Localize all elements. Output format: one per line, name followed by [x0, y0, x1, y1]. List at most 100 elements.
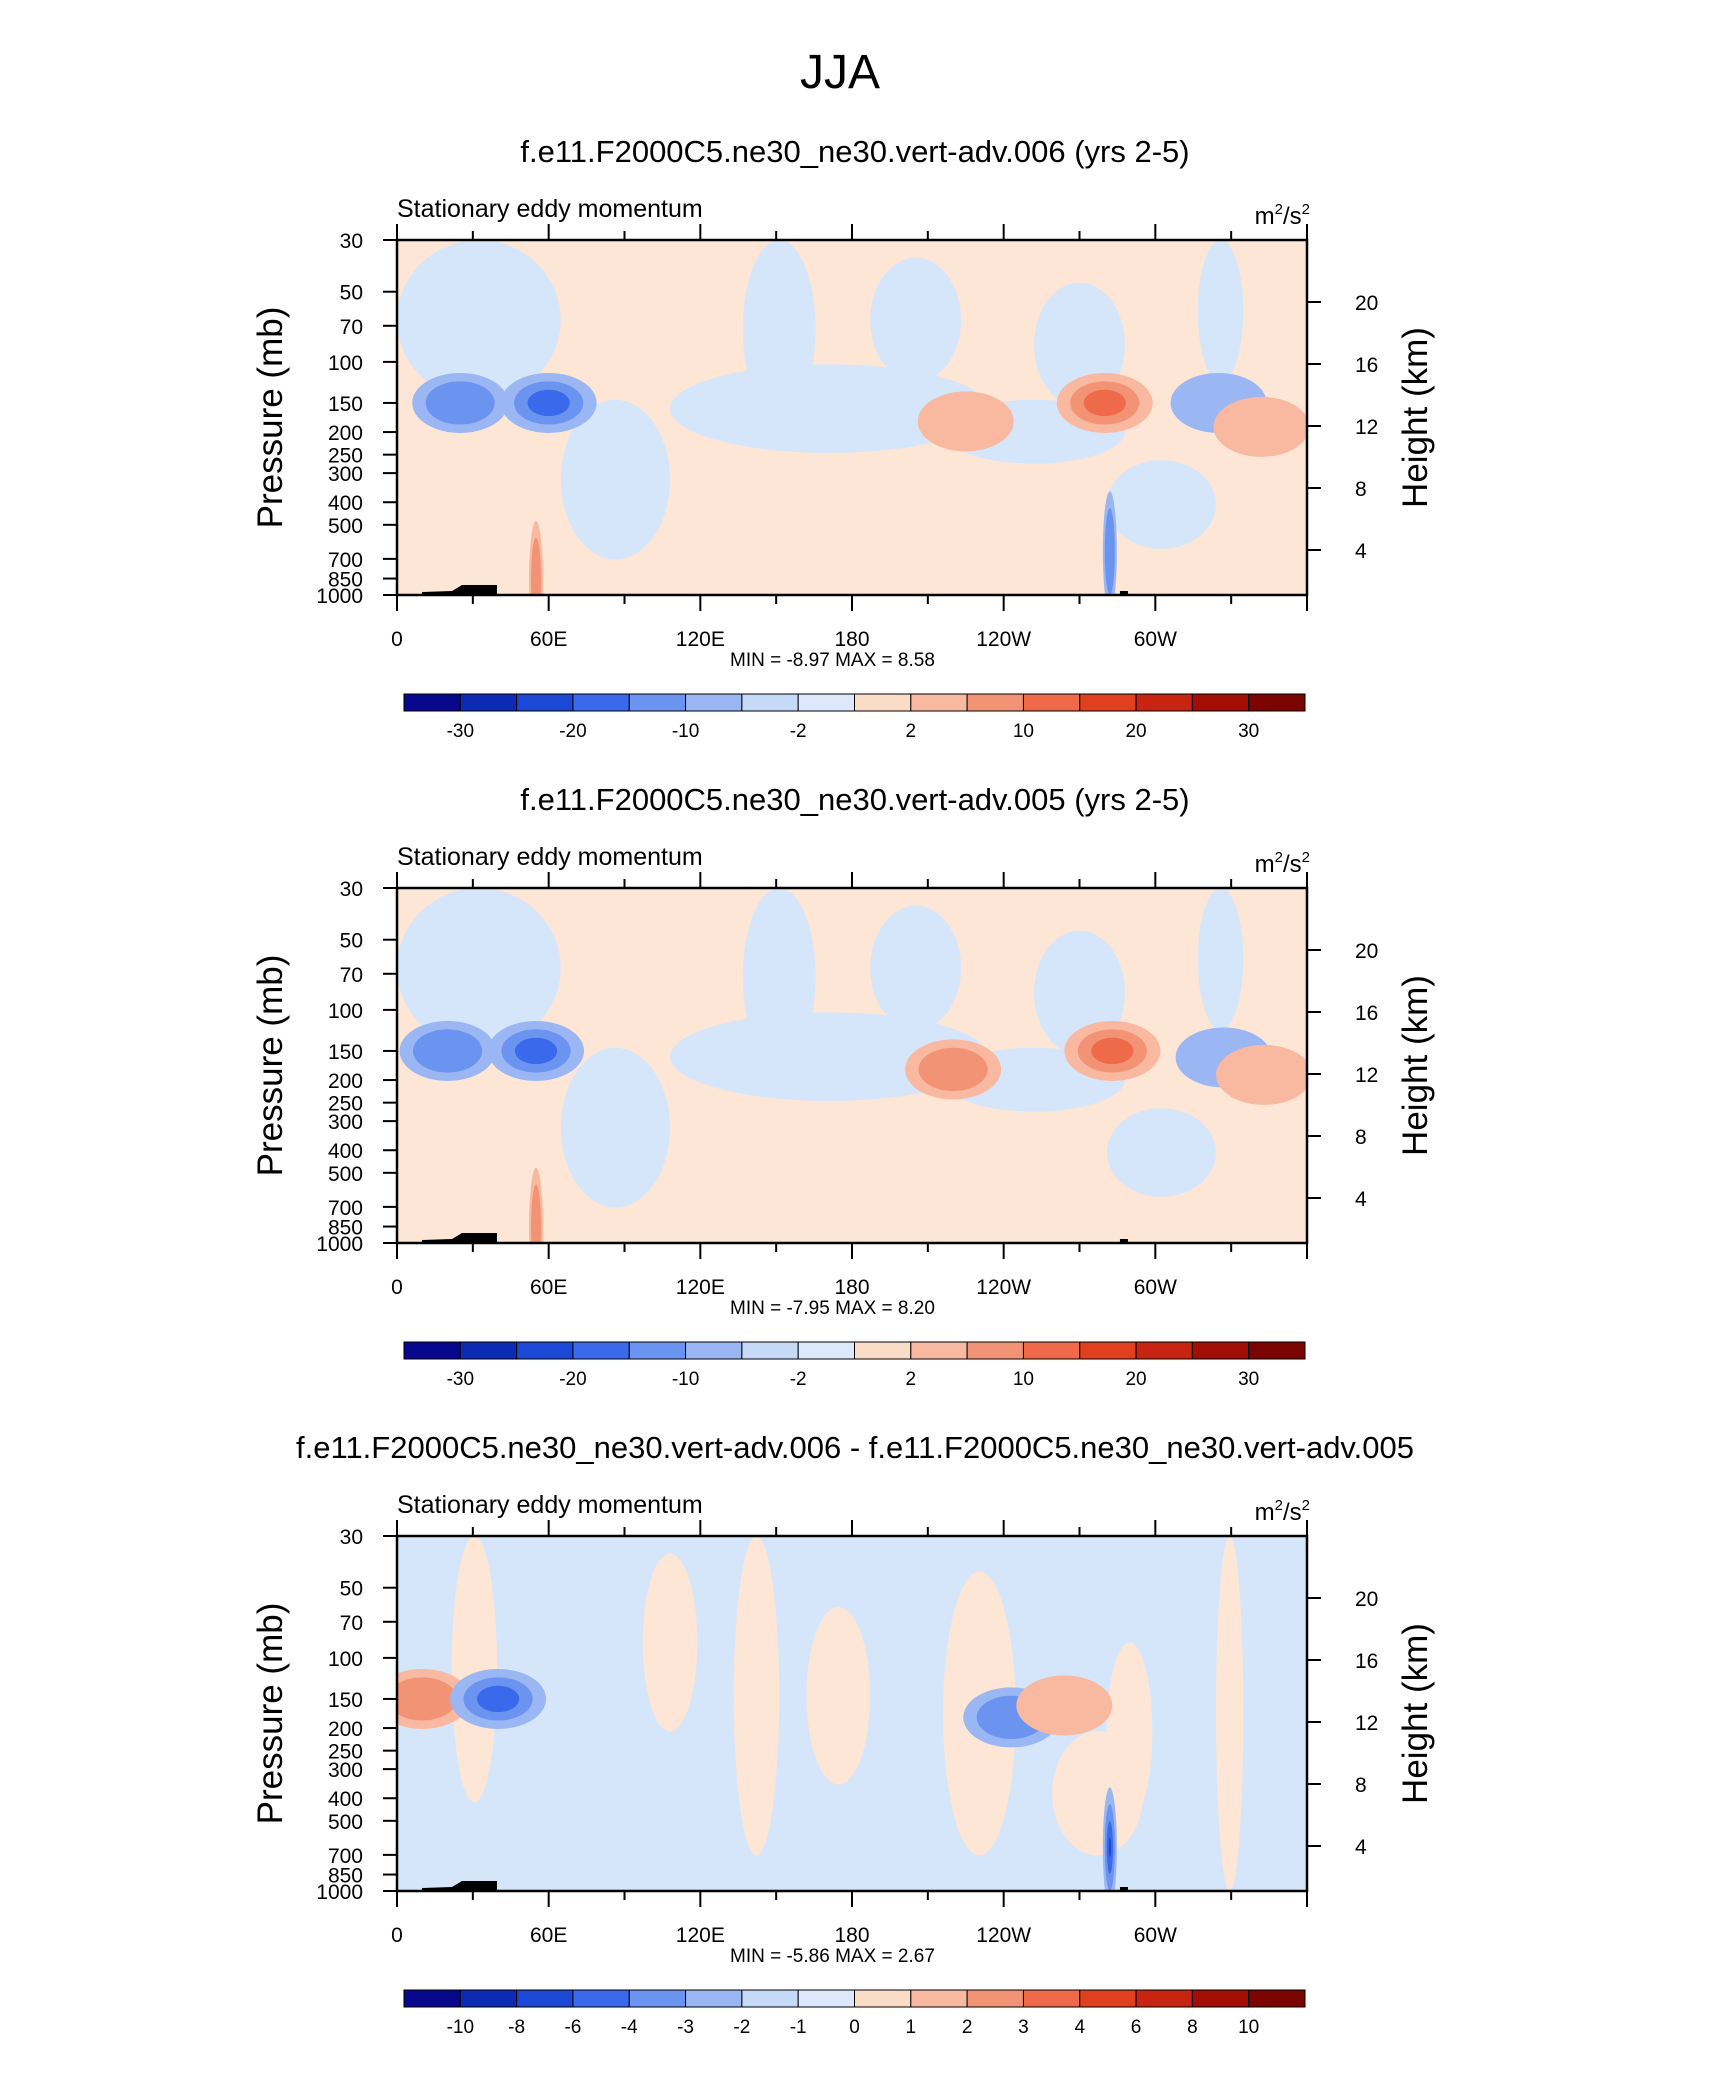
colorbar-label: 3: [1018, 2017, 1029, 2038]
field-patch: [806, 1607, 871, 1785]
field-patch: [742, 240, 816, 418]
y-right-tick-label: 16: [1355, 354, 1378, 377]
field-feature: [514, 1037, 558, 1065]
contour-field: [397, 240, 1307, 595]
colorbar-label: -1: [790, 2017, 807, 2038]
y-tick-label: 70: [340, 1612, 363, 1635]
colorbar-box: [1022, 1341, 1081, 1360]
y-tick-label: 700: [328, 1197, 363, 1220]
y-tick-label: 200: [328, 1070, 363, 1093]
contour-field: [397, 1536, 1307, 1891]
y-tick-label: 1000: [316, 1881, 363, 1904]
field-feature: [425, 381, 495, 425]
x-tick-label: 120W: [976, 1276, 1031, 1299]
y-tick-label: 30: [340, 230, 363, 253]
field-feature: [1091, 1037, 1134, 1065]
colorbar-label: -20: [559, 721, 586, 742]
y-tick-label: 850: [328, 1865, 363, 1888]
y-tick-label: 850: [328, 1217, 363, 1240]
colorbar-box: [1079, 1989, 1137, 2008]
units-label: m2/s2: [1255, 201, 1310, 230]
colorbar-box: [741, 1341, 799, 1360]
topography: [422, 1881, 497, 1891]
colorbar-box: [403, 1989, 461, 2008]
field-feature: [1216, 1044, 1307, 1105]
y-tick-label: 50: [340, 930, 363, 953]
field-patch: [1106, 460, 1216, 549]
colorbar-label: 6: [1131, 2017, 1142, 2038]
field-patch: [733, 1536, 780, 1856]
y-axis-label: Pressure (mb): [251, 1603, 290, 1825]
colorbar-box: [628, 693, 687, 712]
x-tick-label: 180: [834, 628, 869, 651]
units-label: m2/s2: [1255, 1497, 1310, 1526]
colorbar-box: [1079, 1341, 1137, 1360]
field-feature: [530, 537, 542, 595]
x-tick-label: 180: [834, 1276, 869, 1299]
colorbar-box: [741, 1989, 799, 2008]
y-tick-label: 300: [328, 1759, 363, 1782]
y-tick-label: 150: [328, 393, 363, 416]
stats-min: -8.97: [786, 650, 835, 671]
y-tick-label: 400: [328, 1140, 363, 1163]
field-patch: [1216, 1536, 1244, 1891]
colorbar-label: -3: [677, 2017, 694, 2038]
colorbar-label: 2: [962, 2017, 973, 2038]
colorbar-box: [459, 1989, 518, 2008]
topography: [1119, 1239, 1128, 1243]
colorbar-label: -10: [672, 1369, 699, 1390]
y-right-tick-label: 8: [1355, 478, 1367, 501]
colorbar-box: [1135, 1341, 1193, 1360]
y-tick-label: 150: [328, 1041, 363, 1064]
colorbar-box: [910, 1341, 968, 1360]
field-patch: [560, 1047, 671, 1208]
y-tick-label: 400: [328, 1788, 363, 1811]
stats-max: 8.58: [898, 650, 935, 671]
x-tick-label: 120E: [676, 1276, 725, 1299]
y-right-tick-label: 4: [1355, 540, 1367, 563]
colorbar-box: [1022, 1989, 1081, 2008]
colorbar-box: [854, 693, 912, 712]
colorbar-box: [1248, 693, 1306, 712]
panel-3: f.e11.F2000C5.ne30_ne30.vert-adv.006 - f…: [251, 1430, 1435, 2038]
stats-min: -5.86: [786, 1946, 835, 1967]
y-right-tick-label: 16: [1355, 1002, 1378, 1025]
panel-subtitle: Stationary eddy momentum: [397, 195, 703, 223]
colorbar-box: [572, 1989, 630, 2008]
colorbar-box: [628, 1341, 687, 1360]
field-patch: [560, 399, 671, 560]
field-feature: [527, 389, 570, 417]
y-tick-label: 700: [328, 549, 363, 572]
colorbar-label: 4: [1074, 2017, 1085, 2038]
colorbar-box: [797, 1989, 855, 2008]
x-tick-label: 60E: [530, 628, 567, 651]
colorbar-box: [572, 693, 630, 712]
y-tick-label: 500: [328, 1163, 363, 1186]
colorbar-box: [403, 693, 461, 712]
x-tick-label: 120E: [676, 628, 725, 651]
y-right-tick-label: 20: [1355, 1588, 1378, 1611]
y-tick-label: 200: [328, 1718, 363, 1741]
field-feature: [412, 1029, 483, 1073]
field-patch: [870, 905, 962, 1030]
field-feature: [917, 391, 1014, 452]
colorbar-label: 2: [906, 721, 917, 742]
stats-label: MIN = -5.86 MAX = 2.67: [730, 1946, 935, 1967]
field-patch: [1197, 240, 1244, 382]
field-patch: [670, 364, 989, 453]
stats-min: -7.95: [786, 1298, 835, 1319]
stats-label: MIN = -7.95 MAX = 8.20: [730, 1298, 935, 1319]
stats-max-label: MAX =: [835, 650, 898, 671]
colorbar-label: -2: [790, 1369, 807, 1390]
panel-subtitle: Stationary eddy momentum: [397, 1491, 703, 1519]
colorbar-box: [572, 1341, 630, 1360]
colorbar-label: 10: [1238, 2017, 1259, 2038]
colorbar-box: [403, 1341, 461, 1360]
y-tick-label: 70: [340, 964, 363, 987]
colorbar-label: -10: [672, 721, 699, 742]
y-right-tick-label: 8: [1355, 1126, 1367, 1149]
panel-title: f.e11.F2000C5.ne30_ne30.vert-adv.006 - f…: [296, 1430, 1414, 1465]
y-tick-label: 100: [328, 1648, 363, 1671]
panel-title: f.e11.F2000C5.ne30_ne30.vert-adv.005 (yr…: [520, 782, 1189, 817]
x-tick-label: 120W: [976, 628, 1031, 651]
